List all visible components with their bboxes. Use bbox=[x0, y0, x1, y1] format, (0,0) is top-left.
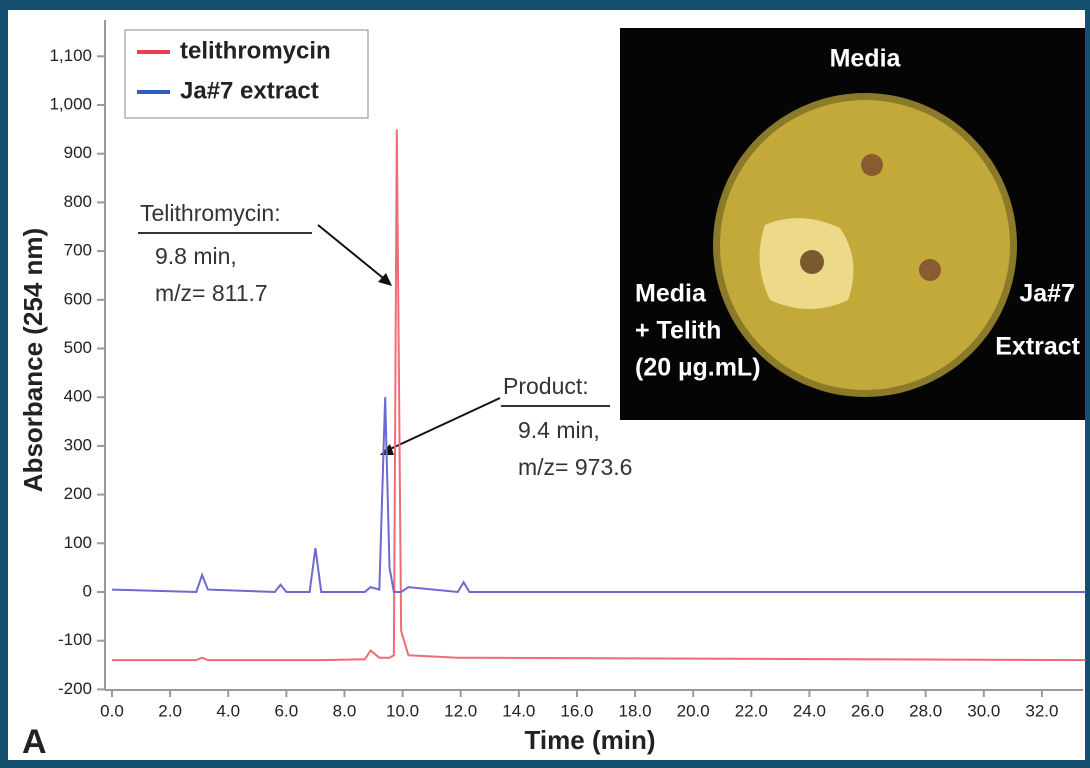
x-tick-label: 22.0 bbox=[735, 701, 768, 720]
x-tick-label: 26.0 bbox=[851, 701, 884, 720]
inset-photo: Media Media + Telith (20 µg.mL) Ja#7 Ext… bbox=[620, 28, 1085, 420]
series-line bbox=[112, 129, 1086, 662]
disk bbox=[800, 250, 824, 274]
x-tick-label: 0.0 bbox=[100, 701, 124, 720]
x-tick-label: 32.0 bbox=[1025, 701, 1058, 720]
disk bbox=[861, 154, 883, 176]
y-tick-label: 1,000 bbox=[49, 94, 92, 113]
legend-label: telithromycin bbox=[180, 37, 331, 64]
y-axis-label: Absorbance (254 nm) bbox=[18, 228, 48, 492]
x-tick-label: 16.0 bbox=[560, 701, 593, 720]
annotation: m/z= 811.7 bbox=[155, 280, 268, 306]
y-tick-label: 700 bbox=[64, 241, 92, 260]
x-tick-label: 28.0 bbox=[909, 701, 942, 720]
inset-label: Extract bbox=[995, 333, 1080, 361]
x-tick-label: 6.0 bbox=[275, 701, 299, 720]
annotation: Telithromycin: bbox=[140, 200, 281, 226]
inset-label: Media bbox=[635, 280, 707, 308]
series-line bbox=[111, 397, 1086, 594]
x-tick-label: 30.0 bbox=[967, 701, 1000, 720]
x-tick-label: 24.0 bbox=[793, 701, 826, 720]
plate bbox=[720, 100, 1010, 390]
disk bbox=[919, 259, 941, 281]
y-tick-label: 200 bbox=[64, 484, 92, 503]
y-tick-label: -100 bbox=[58, 630, 92, 649]
arrow bbox=[387, 397, 501, 451]
annotation: Product: bbox=[503, 373, 589, 399]
x-tick-label: 8.0 bbox=[333, 701, 357, 720]
y-tick-label: 0 bbox=[83, 581, 92, 600]
y-tick-label: 800 bbox=[64, 192, 92, 211]
inset-label: Ja#7 bbox=[1019, 280, 1075, 308]
y-tick-label: 400 bbox=[64, 387, 92, 406]
arrow-head bbox=[378, 273, 392, 286]
x-tick-label: 20.0 bbox=[677, 701, 710, 720]
y-tick-label: 900 bbox=[64, 143, 92, 162]
inset-label: Media bbox=[830, 45, 902, 73]
inset-label: + Telith bbox=[635, 317, 721, 345]
x-tick-label: 18.0 bbox=[619, 701, 652, 720]
x-tick-label: 4.0 bbox=[216, 701, 240, 720]
x-tick-label: 2.0 bbox=[158, 701, 182, 720]
y-tick-label: 600 bbox=[64, 289, 92, 308]
x-axis-label: Time (min) bbox=[525, 725, 656, 755]
y-tick-label: 500 bbox=[64, 338, 92, 357]
y-tick-label: 100 bbox=[64, 533, 92, 552]
legend bbox=[124, 29, 369, 119]
panel-letter: A bbox=[22, 723, 47, 761]
x-tick-label: 12.0 bbox=[444, 701, 477, 720]
inset-label: (20 µg.mL) bbox=[635, 354, 761, 382]
y-tick-label: 300 bbox=[64, 435, 92, 454]
x-tick-label: 14.0 bbox=[502, 701, 535, 720]
annotation: 9.4 min, bbox=[518, 417, 600, 443]
legend-label: Ja#7 extract bbox=[180, 77, 319, 104]
annotation: 9.8 min, bbox=[155, 243, 237, 269]
y-tick-label: -200 bbox=[58, 679, 92, 698]
x-tick-label: 10.0 bbox=[386, 701, 419, 720]
arrow bbox=[317, 224, 389, 283]
annotation: m/z= 973.6 bbox=[518, 454, 632, 480]
y-tick-label: 1,100 bbox=[49, 46, 92, 65]
